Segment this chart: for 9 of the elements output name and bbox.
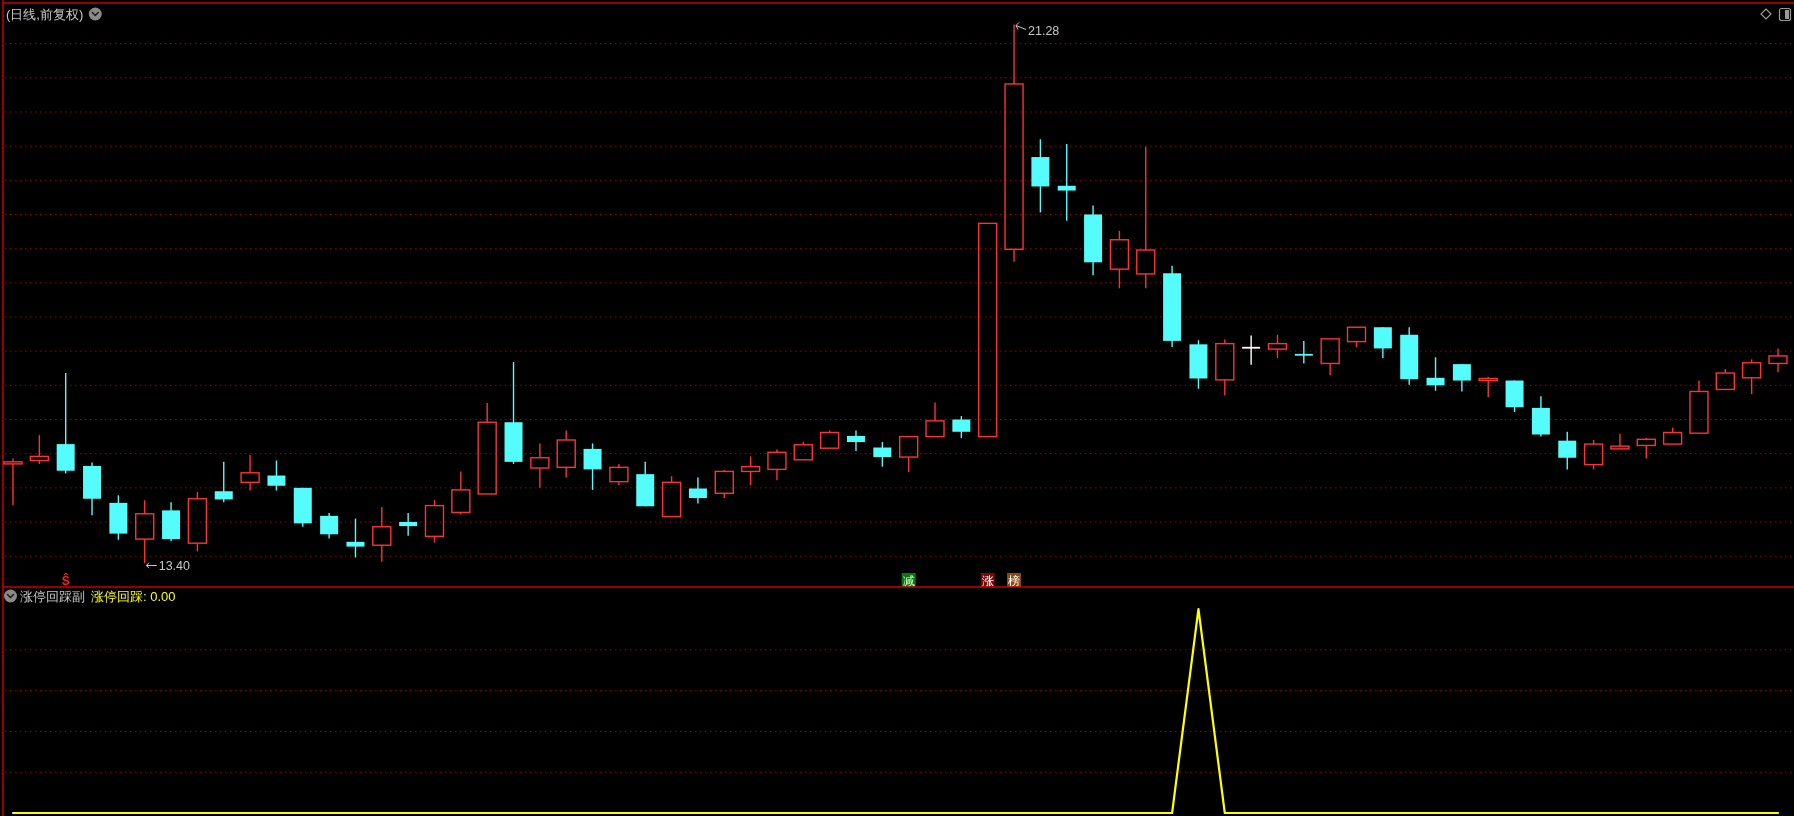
annotation: 21.28 bbox=[1028, 23, 1060, 38]
annotation: Ŝ bbox=[61, 573, 70, 588]
annotation: 21.28 bbox=[1015, 22, 1060, 38]
annotation: 榜 bbox=[1007, 573, 1022, 588]
annotation: 13.40 bbox=[158, 559, 191, 573]
legend: 涨停回踩: 0.00 bbox=[91, 589, 176, 604]
annotation: 13.40 bbox=[145, 559, 190, 573]
title: 涨停回踩副 bbox=[20, 589, 85, 604]
title: (日线,前复权) bbox=[6, 7, 84, 22]
